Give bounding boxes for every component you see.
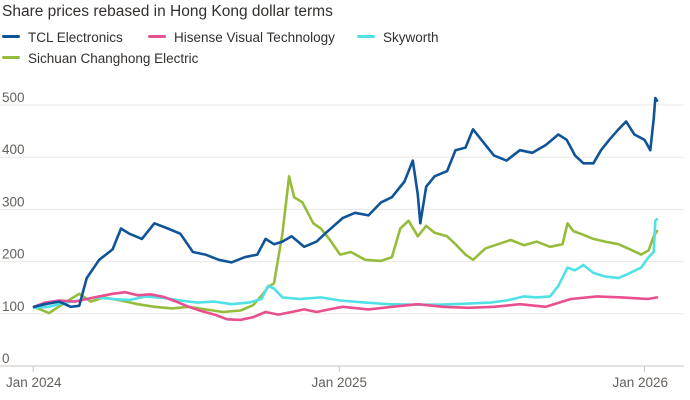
x-tick-label: Jan 2025 — [311, 375, 367, 390]
legend-swatch-hisense — [148, 34, 166, 38]
legend-label-hisense: Hisense Visual Technology — [174, 30, 335, 45]
legend-swatch-skyworth — [357, 34, 375, 38]
legend-label-skyworth: Skyworth — [383, 30, 439, 45]
legend-label-changhong: Sichuan Changhong Electric — [28, 51, 199, 66]
legend-item-hisense: Hisense Visual Technology — [148, 30, 335, 45]
x-tick-label: Jan 2026 — [612, 375, 668, 390]
series-line-hisense-visual-technology — [32, 290, 659, 322]
series-lines — [32, 96, 659, 322]
series-line-tcl-electronics — [32, 96, 659, 309]
legend-item-changhong: Sichuan Changhong Electric — [2, 51, 198, 66]
y-tick-label-0: 0 — [2, 351, 10, 366]
chart-title: Share prices rebased in Hong Kong dollar… — [2, 3, 333, 20]
legend-swatch-tcl — [2, 34, 20, 38]
x-tick-label: Jan 2024 — [6, 375, 62, 390]
y-tick-label-300: 300 — [2, 194, 25, 209]
series-line-sichuan-changhong-electric — [32, 175, 659, 315]
x-axis-labels: Jan 2024 Jan 2025 Jan 2026 — [6, 375, 668, 390]
y-tick-label-200: 200 — [2, 247, 25, 262]
legend-item-tcl: TCL Electronics — [2, 30, 123, 45]
y-axis-labels: 0 100 200 300 400 500 — [2, 90, 25, 366]
y-tick-label-400: 400 — [2, 142, 25, 157]
gridlines — [0, 104, 684, 372]
legend-item-skyworth: Skyworth — [357, 30, 439, 45]
legend-label-tcl: TCL Electronics — [28, 30, 123, 45]
y-tick-label-100: 100 — [2, 299, 25, 314]
legend-swatch-changhong — [2, 55, 20, 59]
series-line-skyworth — [32, 217, 659, 310]
y-tick-label-500: 500 — [2, 90, 25, 105]
